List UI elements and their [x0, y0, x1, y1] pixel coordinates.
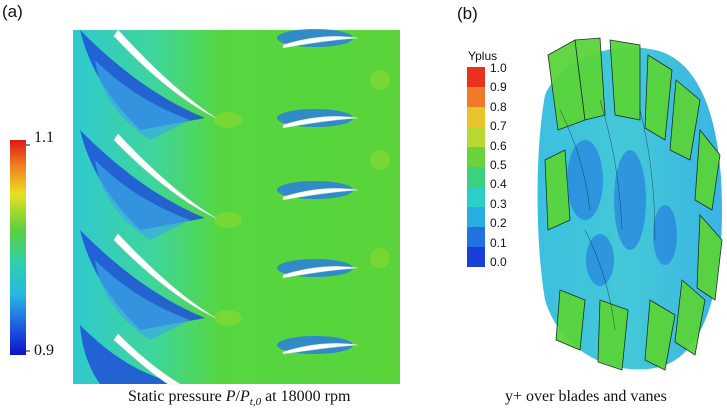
- rotor-low-pressure-zones: [80, 30, 205, 384]
- colorbar-a: [10, 140, 26, 355]
- turbomachine-3d: [537, 37, 723, 371]
- colorbar-b-tick-label: 0.4: [490, 177, 507, 192]
- caption-a-suffix: at 18000 rpm: [261, 388, 351, 405]
- caption-a-prefix: Static pressure: [128, 388, 226, 405]
- colorbar-b-title: Yplus: [468, 49, 498, 63]
- panel-b-label: (b): [457, 4, 478, 23]
- colorbar-a-min-label: 0.9: [34, 342, 54, 359]
- colorbar-b-tick-label: 1.0: [490, 61, 507, 75]
- colorbar-a-max-label: 1.1: [34, 129, 54, 146]
- caption-a-Pt: P: [239, 388, 250, 405]
- colorbar-b-tick-label: 0.0: [490, 255, 507, 269]
- caption-a-slash: /: [235, 388, 240, 405]
- colorbar-b-tick-label: 0.8: [490, 99, 507, 114]
- colorbar-b-tick-label: 0.2: [490, 216, 507, 231]
- panel-a-label: (a): [2, 2, 23, 21]
- colorbar-b-tick-label: 0.1: [490, 235, 507, 250]
- stator-vanes: [277, 29, 359, 355]
- colorbar-a-ticks: [26, 144, 30, 352]
- caption-b: y+ over blades and vanes: [505, 388, 667, 405]
- colorbar-b-tick-label: 0.7: [490, 119, 507, 134]
- caption-a-P: P: [225, 388, 236, 405]
- colorbar-b: [467, 67, 485, 267]
- caption-a-subscript: t,0: [249, 396, 262, 409]
- colorbar-b-tick-label: 0.5: [490, 158, 507, 172]
- high-pressure-blobs: [214, 70, 390, 326]
- colorbar-b-tick-label: 0.9: [490, 80, 507, 95]
- colorbar-b-tick-label: 0.6: [490, 138, 507, 153]
- caption-a: Static pressure P/Pt,0 at 18000 rpm: [128, 388, 350, 408]
- colorbar-b-tick-label: 0.3: [490, 196, 507, 211]
